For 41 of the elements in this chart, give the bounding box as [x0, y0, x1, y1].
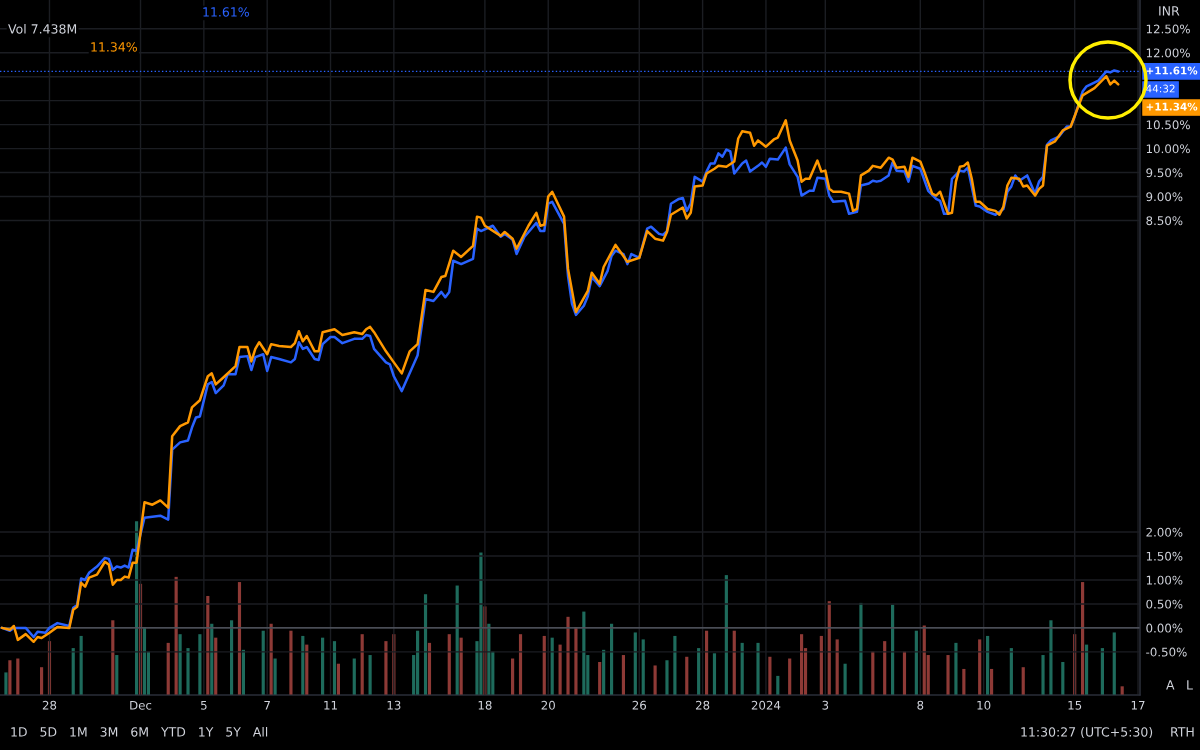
x-tick-label: 28 [695, 700, 710, 710]
x-tick-label: 11 [324, 700, 337, 710]
x-tick-label: 20 [541, 700, 555, 710]
text: +11.61% [1146, 66, 1198, 75]
text: 44:32 [1146, 84, 1175, 93]
text: +11.34% [1146, 102, 1198, 111]
text: A [1166, 680, 1175, 690]
text: INR [1159, 6, 1180, 16]
y-tick-label: 1.00% [1146, 575, 1183, 585]
x-tick-label: 26 [632, 700, 647, 710]
x-tick-label: 7 [264, 700, 270, 710]
x-tick-label: 5 [201, 700, 207, 710]
y-tick-label: 9.00% [1146, 192, 1183, 202]
text: 11:30:27 (UTC+5:30) [1021, 726, 1153, 739]
y-tick-label: 2.00% [1146, 527, 1183, 537]
y-tick-label: 9.50% [1146, 168, 1183, 178]
x-tick-label: 13 [387, 700, 401, 710]
annotation: 11.34% [91, 42, 137, 52]
x-tick-label: 10 [977, 700, 991, 710]
x-tick-label: Dec [130, 700, 152, 710]
text: 1D 5D 1M 3M 6M YTD 1Y 5Y All [11, 726, 268, 737]
x-tick-label: 18 [478, 700, 492, 710]
x-tick-label: 8 [917, 700, 924, 710]
x-tick-label: 17 [1131, 700, 1145, 710]
y-tick-label: 1.50% [1146, 551, 1183, 561]
y-tick-label: 12.00% [1146, 48, 1190, 58]
y-tick-label: 10.00% [1146, 144, 1190, 154]
y-tick-label: -0.50% [1146, 647, 1187, 657]
annotation: 11.61% [203, 7, 249, 17]
y-tick-label: 8.50% [1146, 216, 1183, 226]
x-tick-label: 15 [1068, 700, 1082, 710]
y-tick-label: 12.50% [1146, 24, 1190, 34]
text: RTH [1171, 727, 1194, 737]
text: L [1187, 680, 1193, 690]
y-tick-label: 0.00% [1146, 623, 1183, 633]
x-tick-label: 3 [822, 700, 829, 710]
y-tick-label: 0.50% [1146, 599, 1183, 609]
x-tick-label: 28 [42, 700, 57, 710]
annotation: Vol 7.438M [8, 23, 77, 34]
y-tick-label: 10.50% [1146, 120, 1190, 130]
x-tick-label: 2024 [751, 700, 781, 710]
